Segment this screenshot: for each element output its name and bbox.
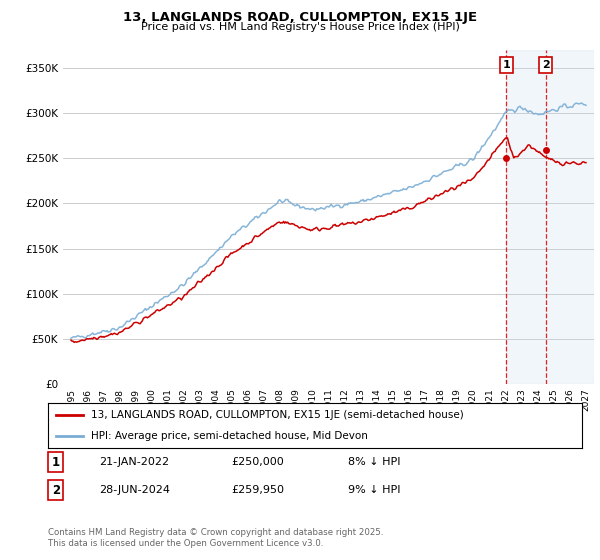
Text: Price paid vs. HM Land Registry's House Price Index (HPI): Price paid vs. HM Land Registry's House … <box>140 22 460 32</box>
Text: HPI: Average price, semi-detached house, Mid Devon: HPI: Average price, semi-detached house,… <box>91 431 368 441</box>
Text: 13, LANGLANDS ROAD, CULLOMPTON, EX15 1JE (semi-detached house): 13, LANGLANDS ROAD, CULLOMPTON, EX15 1JE… <box>91 410 463 420</box>
Text: Contains HM Land Registry data © Crown copyright and database right 2025.
This d: Contains HM Land Registry data © Crown c… <box>48 528 383 548</box>
Text: 2: 2 <box>52 483 60 497</box>
Bar <box>506 50 594 384</box>
Text: 21-JAN-2022: 21-JAN-2022 <box>99 457 169 467</box>
Text: 28-JUN-2024: 28-JUN-2024 <box>99 485 170 495</box>
Text: 1: 1 <box>502 60 510 70</box>
Text: 1: 1 <box>52 455 60 469</box>
Text: 13, LANGLANDS ROAD, CULLOMPTON, EX15 1JE: 13, LANGLANDS ROAD, CULLOMPTON, EX15 1JE <box>123 11 477 24</box>
Text: 9% ↓ HPI: 9% ↓ HPI <box>348 485 401 495</box>
Text: £250,000: £250,000 <box>231 457 284 467</box>
Text: 8% ↓ HPI: 8% ↓ HPI <box>348 457 401 467</box>
Text: £259,950: £259,950 <box>231 485 284 495</box>
Text: 2: 2 <box>542 60 550 70</box>
